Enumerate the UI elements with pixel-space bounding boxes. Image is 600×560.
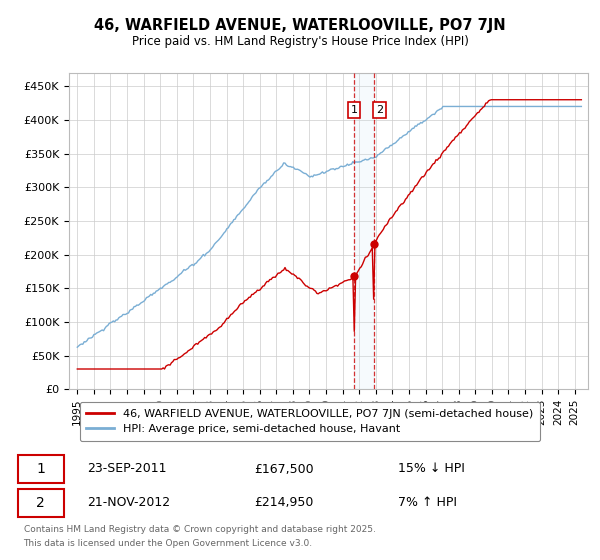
Text: 2: 2: [37, 496, 45, 510]
Text: 2: 2: [376, 105, 383, 115]
Text: 23-SEP-2011: 23-SEP-2011: [87, 463, 166, 475]
Text: 46, WARFIELD AVENUE, WATERLOOVILLE, PO7 7JN: 46, WARFIELD AVENUE, WATERLOOVILLE, PO7 …: [94, 18, 506, 32]
Text: Price paid vs. HM Land Registry's House Price Index (HPI): Price paid vs. HM Land Registry's House …: [131, 35, 469, 49]
FancyBboxPatch shape: [18, 488, 64, 516]
Text: Contains HM Land Registry data © Crown copyright and database right 2025.
This d: Contains HM Land Registry data © Crown c…: [23, 525, 376, 548]
Text: £214,950: £214,950: [254, 496, 313, 509]
FancyBboxPatch shape: [18, 455, 64, 483]
Legend: 46, WARFIELD AVENUE, WATERLOOVILLE, PO7 7JN (semi-detached house), HPI: Average : 46, WARFIELD AVENUE, WATERLOOVILLE, PO7 …: [80, 402, 540, 441]
Text: 7% ↑ HPI: 7% ↑ HPI: [398, 496, 457, 509]
Text: 1: 1: [350, 105, 358, 115]
Text: 1: 1: [37, 462, 45, 476]
Text: 15% ↓ HPI: 15% ↓ HPI: [398, 463, 465, 475]
Text: 21-NOV-2012: 21-NOV-2012: [87, 496, 170, 509]
Bar: [354, 73, 374, 389]
Text: £167,500: £167,500: [254, 463, 314, 475]
